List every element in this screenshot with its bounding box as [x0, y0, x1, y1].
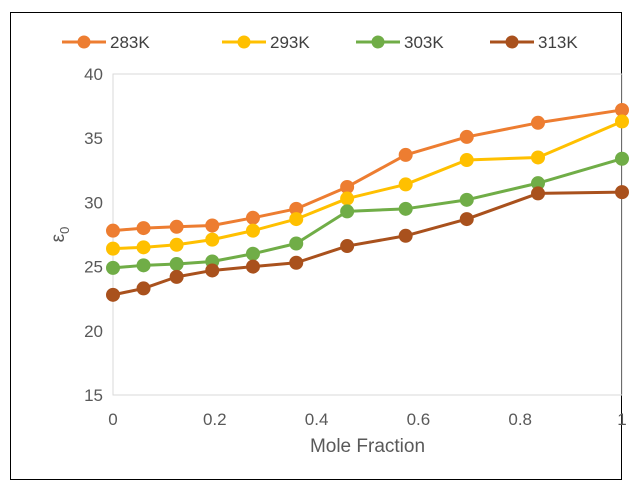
data-point [136, 258, 151, 273]
data-point [245, 210, 260, 225]
data-point [289, 236, 304, 251]
series-line-293k [112, 120, 623, 251]
data-point [615, 102, 629, 117]
legend: 283K 293K 303K 313K [62, 33, 578, 52]
data-point [531, 115, 546, 130]
data-point [398, 201, 413, 216]
x-tick-label: 0.6 [407, 410, 431, 429]
legend-label: 283K [110, 33, 150, 52]
data-point [205, 263, 220, 278]
legend-label: 293K [270, 33, 310, 52]
data-point [459, 153, 474, 168]
data-point [398, 147, 413, 162]
data-point [106, 241, 120, 256]
y-tick-label: 25 [84, 258, 103, 277]
data-point [205, 218, 220, 233]
legend-marker [505, 35, 519, 49]
series-313k [106, 185, 629, 302]
series-layer [106, 102, 629, 302]
x-axis-title: Mole Fraction [310, 436, 425, 457]
y-tick-label: 30 [84, 193, 103, 212]
data-point [615, 114, 629, 129]
legend-marker [77, 35, 91, 49]
series-303k [106, 151, 629, 275]
data-point [340, 179, 355, 194]
y-tick-label: 15 [84, 386, 103, 405]
data-point [459, 192, 474, 207]
data-point [340, 191, 355, 206]
y-axis-title: ε0 [48, 227, 72, 243]
series-line-283k [112, 108, 623, 233]
data-point [169, 257, 184, 272]
data-point [398, 177, 413, 192]
y-axis-title-symbol: ε [48, 233, 69, 242]
data-point [340, 239, 355, 254]
data-point [169, 237, 184, 252]
data-point [459, 129, 474, 144]
data-point [531, 150, 546, 165]
data-point [398, 228, 413, 243]
x-tick-label: 0 [108, 410, 117, 429]
data-point [106, 260, 120, 275]
data-point [205, 232, 220, 247]
data-point [245, 223, 260, 238]
legend-label: 313K [538, 33, 578, 52]
series-283k [106, 102, 629, 238]
data-point [136, 281, 151, 296]
legend-item-293k: 293K [222, 33, 310, 52]
data-point [106, 287, 120, 302]
data-point [289, 212, 304, 227]
legend-marker [371, 35, 385, 49]
y-axis-ticks: 15 20 25 30 35 40 [84, 65, 103, 405]
data-point [106, 223, 120, 238]
y-tick-label: 35 [84, 129, 103, 148]
legend-item-283k: 283K [62, 33, 150, 52]
y-tick-label: 40 [84, 65, 103, 84]
data-point [169, 269, 184, 284]
x-axis-ticks: 0 0.2 0.4 0.6 0.8 1 [108, 410, 626, 429]
data-point [615, 151, 629, 166]
data-point [289, 255, 304, 270]
data-point [459, 212, 474, 227]
legend-item-303k: 303K [356, 33, 444, 52]
data-point [615, 185, 629, 200]
x-tick-label: 1 [617, 410, 626, 429]
data-point [340, 204, 355, 219]
y-tick-label: 20 [84, 322, 103, 341]
legend-label: 303K [404, 33, 444, 52]
data-point [169, 219, 184, 234]
data-point [245, 259, 260, 274]
y-axis-title-subscript: 0 [57, 227, 72, 234]
data-point [136, 240, 151, 255]
series-293k [106, 114, 629, 256]
data-point [245, 246, 260, 261]
x-tick-label: 0.4 [305, 410, 329, 429]
x-tick-label: 0.2 [203, 410, 227, 429]
legend-item-313k: 313K [490, 33, 578, 52]
legend-marker [237, 35, 251, 49]
data-point [136, 221, 151, 236]
x-tick-label: 0.8 [508, 410, 532, 429]
data-point [531, 186, 546, 201]
